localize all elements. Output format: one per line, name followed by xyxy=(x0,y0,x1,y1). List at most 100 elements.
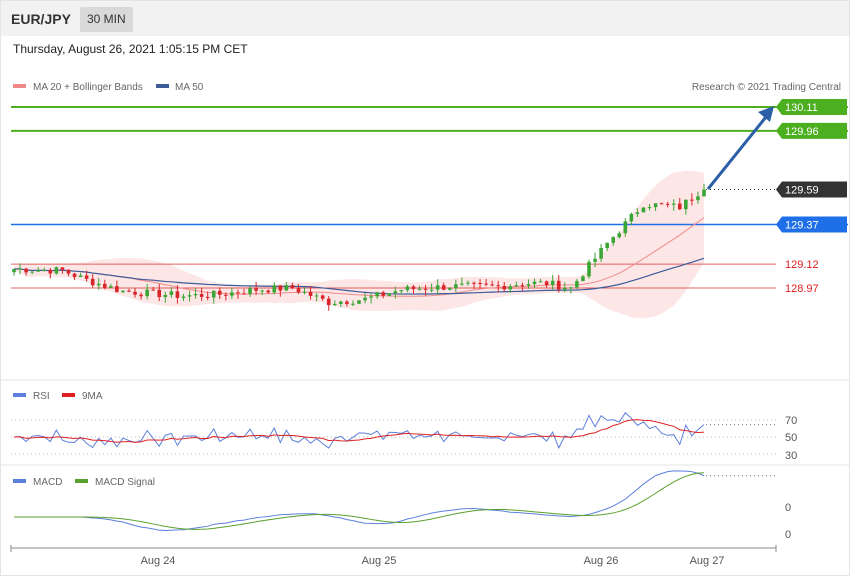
candle-body xyxy=(205,296,210,298)
candle-body xyxy=(332,303,337,306)
x-tick-aug25: Aug 25 xyxy=(362,555,397,567)
candle-body xyxy=(175,291,180,298)
macd-tick-lower: 0 xyxy=(785,529,791,541)
candle-body xyxy=(611,237,616,243)
candle-body xyxy=(447,288,452,290)
candle-body xyxy=(690,199,694,201)
candle-body xyxy=(169,291,174,295)
candle-body xyxy=(351,303,355,305)
candle-body xyxy=(435,285,440,290)
symbol-title: EUR/JPY xyxy=(11,11,71,27)
price-level-labels: 130.11 129.96 129.59 129.37 129.12 128.97 xyxy=(776,99,847,295)
candle-body xyxy=(66,269,71,274)
level-tag-resistance-1 xyxy=(776,122,847,139)
candle-body xyxy=(326,298,331,306)
macd-signal-legend-swatch xyxy=(75,479,88,483)
candle-body xyxy=(411,286,416,290)
candle-body xyxy=(254,288,258,291)
price-levels xyxy=(11,106,848,289)
candle-body xyxy=(151,289,156,291)
candle-body xyxy=(556,280,561,290)
candle-body xyxy=(653,203,658,208)
rsi-tick-70: 70 xyxy=(785,415,797,427)
macd-signal-legend-label: MACD Signal xyxy=(95,477,155,488)
candle-body xyxy=(569,287,573,289)
candle-body xyxy=(296,288,301,293)
x-tick-aug26: Aug 26 xyxy=(584,555,619,567)
candle-body xyxy=(357,300,361,304)
candle-body xyxy=(163,294,168,298)
rsi-tick-30: 30 xyxy=(785,450,797,462)
candle-body xyxy=(230,292,234,296)
macd-tick-upper: 0 xyxy=(785,502,791,514)
timeframe-badge[interactable]: 30 MIN xyxy=(80,7,133,32)
level-tag-pivot xyxy=(776,216,847,233)
candle-body xyxy=(339,301,343,304)
moving-averages xyxy=(13,217,705,297)
target-arrow-line xyxy=(706,111,772,190)
ma50-line xyxy=(13,257,705,295)
chart-datetime: Thursday, August 26, 2021 1:05:15 PM CET xyxy=(13,42,248,56)
candle-body xyxy=(302,291,307,293)
candle-body xyxy=(133,291,137,295)
level-label-last-price: 129.59 xyxy=(785,185,819,197)
candle-body xyxy=(423,288,428,290)
candle-body xyxy=(526,284,531,286)
candle-body xyxy=(375,292,379,297)
candle-body xyxy=(581,276,585,282)
candle-body xyxy=(260,290,264,292)
candle-body xyxy=(478,283,482,285)
candle-body xyxy=(42,269,47,271)
candle-body xyxy=(490,284,494,286)
candle-body xyxy=(193,294,198,296)
candle-body xyxy=(320,295,325,299)
candle-body xyxy=(484,283,488,285)
rsi-ma-line xyxy=(13,419,705,443)
candle-body xyxy=(314,295,319,297)
candle-body xyxy=(72,273,77,278)
macd-lines xyxy=(14,470,776,532)
candle-body xyxy=(121,290,125,293)
candle-body xyxy=(387,293,392,296)
candle-body xyxy=(345,301,349,304)
candle-body xyxy=(84,275,89,279)
candle-body xyxy=(102,283,107,288)
macd-line xyxy=(14,470,705,532)
x-tick-aug27: Aug 27 xyxy=(690,555,725,567)
candle-body xyxy=(24,268,28,273)
ma50-legend-swatch xyxy=(156,84,169,88)
candle-body xyxy=(181,296,186,298)
candle-body xyxy=(684,199,688,210)
macd-legend-label: MACD xyxy=(33,477,62,488)
candle-body xyxy=(109,286,113,288)
chart-header: EUR/JPY 30 MIN xyxy=(1,1,849,36)
candle-body xyxy=(454,284,458,289)
ma20-legend-label: MA 20 + Bollinger Bands xyxy=(33,82,143,93)
rsi-line xyxy=(13,412,705,450)
candle-body xyxy=(369,296,373,298)
macd-signal-line xyxy=(14,472,705,530)
candle-body xyxy=(544,281,549,286)
candle-body xyxy=(466,282,470,284)
candle-body xyxy=(623,221,628,234)
level-tag-last-price xyxy=(776,181,847,198)
candle-body xyxy=(460,283,464,285)
candle-body xyxy=(429,289,434,291)
candle-body xyxy=(308,291,313,296)
candle-body xyxy=(266,290,271,293)
candle-body xyxy=(671,203,676,205)
level-label-support-2: 128.97 xyxy=(785,283,819,295)
candle-body xyxy=(550,280,555,286)
candle-body xyxy=(677,203,682,210)
candle-body xyxy=(599,247,603,259)
candle-body xyxy=(647,207,652,209)
candle-body xyxy=(502,285,507,290)
candle-body xyxy=(278,285,283,291)
level-label-resistance-1: 129.96 xyxy=(785,126,819,138)
candle-body xyxy=(629,213,634,222)
candle-body xyxy=(508,286,513,290)
candle-body xyxy=(472,282,476,284)
candle-body xyxy=(30,271,34,273)
candle-body xyxy=(562,287,567,290)
candle-body xyxy=(520,285,525,287)
